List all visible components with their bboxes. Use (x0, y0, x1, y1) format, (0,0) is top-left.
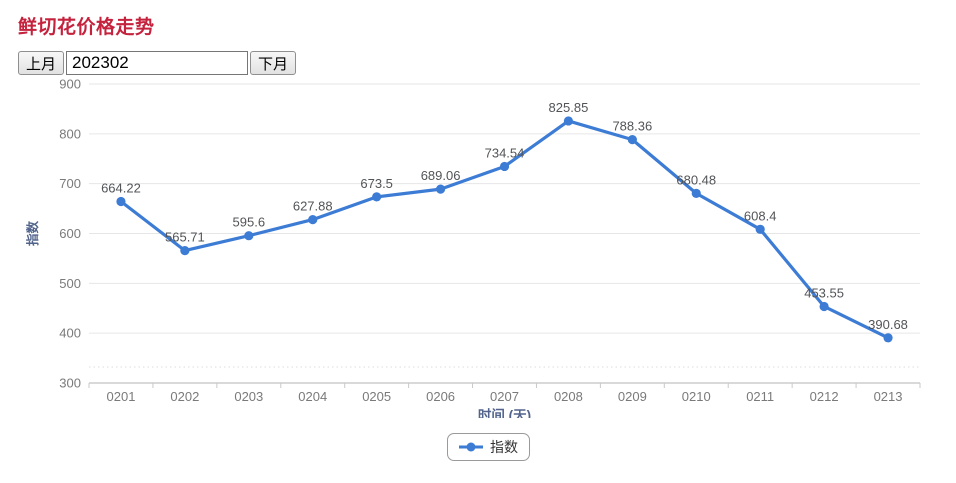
data-point-label: 453.55 (804, 285, 844, 300)
x-tick-label: 0208 (554, 389, 583, 404)
y-tick-label: 700 (59, 176, 81, 191)
x-axis-title: 时间 (天) (478, 407, 531, 418)
page-title: 鲜切花价格走势 (18, 17, 155, 38)
legend-line-marker-icon (459, 442, 483, 452)
x-tick-label: 0201 (107, 389, 136, 404)
y-axis-title: 指数 (25, 221, 40, 247)
data-point[interactable] (372, 192, 382, 202)
x-tick-label: 0205 (362, 389, 391, 404)
month-input[interactable] (66, 51, 248, 75)
data-point[interactable] (116, 196, 126, 207)
x-tick-label: 0206 (426, 389, 455, 404)
x-tick-label: 0203 (234, 389, 263, 404)
data-point-label: 689.06 (421, 168, 461, 183)
data-point-label: 788.36 (612, 119, 652, 134)
data-point[interactable] (691, 188, 701, 198)
data-point-label: 825.85 (549, 100, 589, 115)
legend-item-index[interactable]: 指数 (459, 437, 518, 457)
x-tick-label: 0204 (298, 389, 327, 404)
y-tick-label: 600 (59, 226, 81, 241)
data-point[interactable] (180, 245, 190, 256)
x-tick-label: 0207 (490, 389, 519, 404)
x-tick-label: 0213 (874, 389, 903, 404)
data-point-label: 565.71 (165, 230, 205, 245)
x-tick-label: 0209 (618, 389, 647, 404)
data-point-label: 390.68 (868, 317, 908, 332)
prev-month-button[interactable]: 上月 (18, 51, 64, 75)
data-point[interactable] (308, 215, 318, 225)
legend-label: 指数 (490, 439, 518, 455)
legend: 指数 (447, 433, 530, 461)
x-tick-label: 0212 (810, 389, 839, 404)
data-point-label: 673.5 (360, 176, 393, 191)
price-trend-line-chart: 300 400 500 600 700 800 900 0201 0202 0203 0204 020… (25, 78, 921, 418)
y-tick-label: 500 (59, 276, 81, 291)
data-point-label: 608.4 (744, 208, 777, 223)
data-point-label: 680.48 (676, 172, 716, 187)
x-tick-label: 0202 (170, 389, 199, 404)
data-point-label: 627.88 (293, 199, 333, 214)
y-tick-label: 800 (59, 126, 81, 141)
data-point-label: 595.6 (233, 215, 266, 230)
next-month-button[interactable]: 下月 (250, 51, 296, 75)
y-tick-label: 300 (59, 376, 81, 391)
data-point[interactable] (883, 333, 893, 343)
data-point-label: 664.22 (101, 180, 141, 195)
y-tick-label: 400 (59, 326, 81, 341)
data-point[interactable] (563, 116, 574, 126)
data-point[interactable] (435, 184, 446, 194)
data-point[interactable] (819, 301, 829, 312)
data-point-label: 734.54 (485, 145, 525, 160)
data-point[interactable] (627, 135, 637, 145)
data-point[interactable] (755, 224, 765, 234)
x-tick-label: 0211 (746, 389, 774, 404)
data-point[interactable] (244, 231, 254, 241)
data-point[interactable] (499, 161, 510, 172)
x-tick-label: 0210 (682, 389, 711, 404)
y-tick-label: 900 (59, 78, 81, 92)
